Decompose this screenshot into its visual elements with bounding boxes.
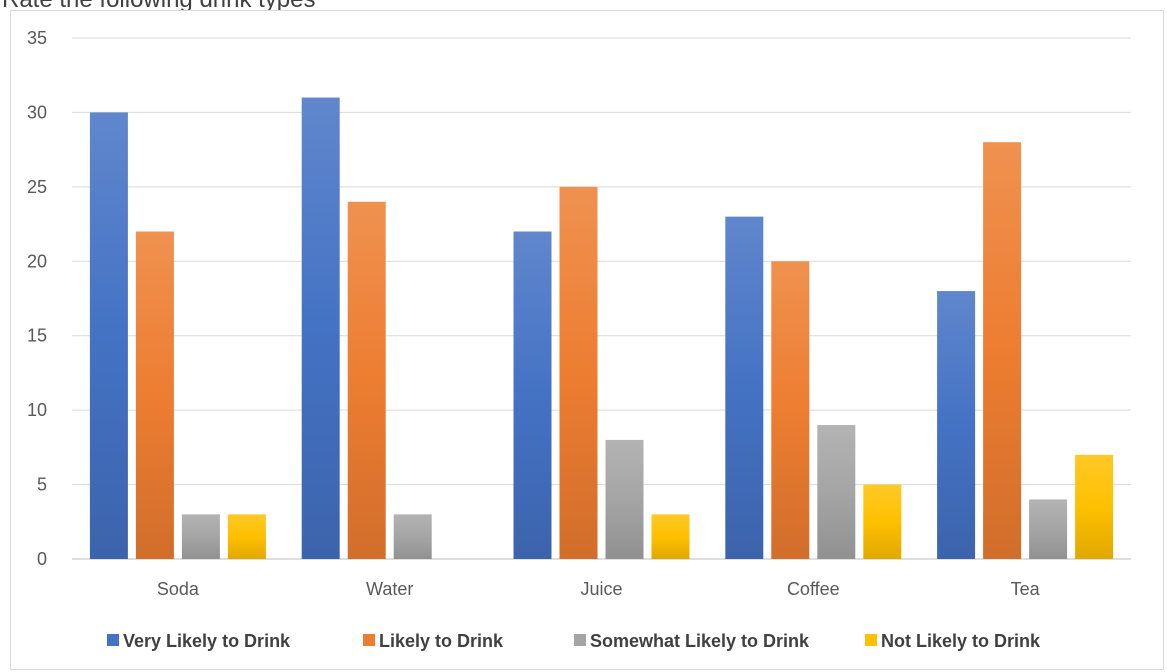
legend-label: Very Likely to Drink [123, 631, 291, 651]
bar-tea-series-4 [1075, 454, 1114, 559]
chart-title: Rate the following drink types [2, 0, 316, 14]
bar-water-series-3 [393, 514, 432, 559]
bar-tea-series-2 [983, 142, 1022, 559]
bar-water-series-2 [347, 201, 386, 559]
bar-coffee-series-3 [817, 425, 856, 559]
x-tick-label: Juice [580, 579, 622, 599]
x-axis-ticks: Soda Water Juice Coffee Tea [157, 579, 1041, 599]
legend-item: Not Likely to Drink [865, 631, 1041, 651]
bar-coffee-series-4 [863, 484, 902, 559]
bar-coffee-series-2 [771, 261, 810, 559]
bar-tea-series-3 [1029, 499, 1068, 559]
legend-swatch [107, 634, 119, 646]
y-axis-ticks: 0 5 10 15 20 25 30 35 [27, 28, 47, 569]
bar-soda-series-4 [227, 514, 266, 559]
legend-label: Not Likely to Drink [881, 631, 1041, 651]
y-tick-label: 35 [27, 28, 47, 48]
bar-juice-series-3 [605, 439, 644, 559]
bar-juice-series-1 [513, 231, 552, 559]
x-tick-label: Tea [1011, 579, 1041, 599]
bar-soda-series-3 [181, 514, 220, 559]
x-tick-label: Coffee [787, 579, 840, 599]
legend-item: Somewhat Likely to Drink [574, 631, 810, 651]
legend-item: Very Likely to Drink [107, 631, 291, 651]
bar-tea-series-1 [937, 291, 976, 559]
legend: Very Likely to Drink Likely to Drink Somew… [107, 631, 1041, 651]
legend-label: Likely to Drink [379, 631, 504, 651]
y-tick-label: 25 [27, 177, 47, 197]
x-tick-label: Water [366, 579, 413, 599]
y-tick-label: 5 [37, 475, 47, 495]
legend-swatch [363, 634, 375, 646]
bar-soda-series-2 [135, 231, 174, 559]
bar-juice-series-4 [651, 514, 690, 559]
y-tick-label: 10 [27, 400, 47, 420]
y-tick-label: 30 [27, 102, 47, 122]
bar-water-series-1 [301, 97, 340, 560]
bar-coffee-series-1 [725, 216, 764, 559]
y-tick-label: 15 [27, 326, 47, 346]
y-tick-label: 0 [37, 549, 47, 569]
x-tick-label: Soda [157, 579, 200, 599]
bar-soda-series-1 [89, 112, 128, 559]
legend-label: Somewhat Likely to Drink [590, 631, 810, 651]
legend-swatch [574, 634, 586, 646]
bars [89, 97, 1114, 560]
bar-juice-series-2 [559, 186, 598, 559]
legend-swatch [865, 634, 877, 646]
y-tick-label: 20 [27, 251, 47, 271]
legend-item: Likely to Drink [363, 631, 504, 651]
